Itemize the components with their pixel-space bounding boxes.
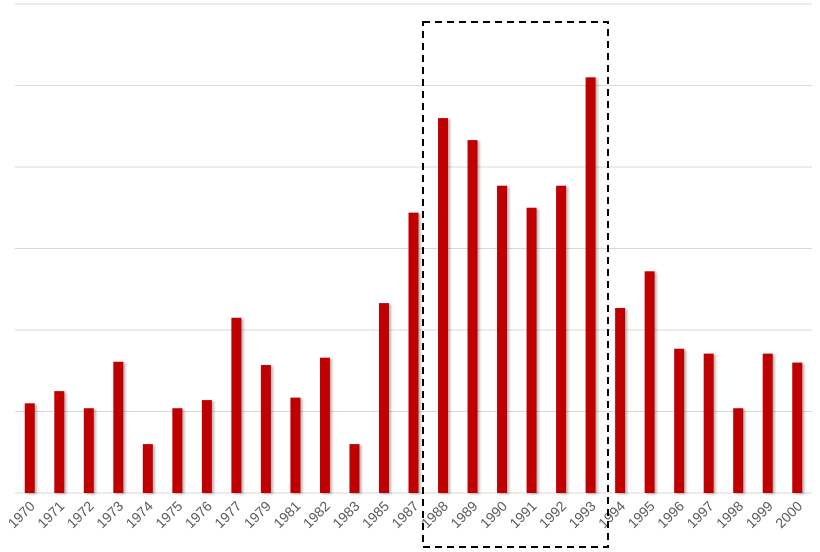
x-tick-label: 1985 [359,498,392,531]
x-tick-label: 1983 [329,498,362,531]
bar [260,365,271,493]
bar [733,408,744,493]
bar [113,361,124,493]
x-tick-label: 1993 [565,498,598,531]
x-tick-label: 1975 [152,498,185,531]
bar [556,185,567,493]
x-labels: 1970197119721973197419751976197719791981… [5,498,806,531]
x-tick-label: 1982 [300,498,333,531]
bar [497,185,508,493]
bar [378,303,389,493]
x-tick-label: 1976 [182,498,215,531]
bar [585,77,596,493]
bar [231,317,242,493]
x-tick-label: 1973 [93,498,126,531]
bar [349,444,360,493]
x-tick-label: 1972 [64,498,97,531]
bar [703,353,714,493]
x-tick-label: 1970 [5,498,38,531]
bar [54,391,65,493]
bar [142,444,153,493]
bar [615,307,626,493]
x-tick-label: 1979 [241,498,274,531]
x-tick-label: 1990 [477,498,510,531]
x-tick-label: 1991 [506,498,539,531]
x-tick-label: 1995 [624,498,657,531]
bars [24,77,803,494]
x-tick-label: 1977 [211,498,244,531]
x-tick-label: 1971 [34,498,67,531]
x-tick-label: 1999 [742,498,775,531]
x-tick-label: 1997 [683,498,716,531]
highlight-box [422,21,609,548]
bar [408,212,419,493]
x-tick-label: 1989 [447,498,480,531]
bar [201,400,212,493]
bar [467,140,478,494]
bar [762,353,773,493]
x-tick-label: 1998 [713,498,746,531]
bar [792,362,803,493]
x-tick-label: 1992 [536,498,569,531]
bar [172,408,183,493]
bar [674,348,685,493]
bar [24,403,35,493]
bar [319,357,330,493]
x-tick-label: 1996 [654,498,687,531]
bar [526,207,537,493]
bar [438,118,449,493]
x-tick-label: 1987 [388,498,421,531]
x-tick-label: 1981 [270,498,303,531]
x-tick-label: 1994 [595,498,628,531]
x-tick-label: 2000 [772,498,805,531]
bar [290,397,301,493]
bar [83,408,94,493]
x-tick-label: 1974 [123,498,156,531]
bar [644,271,655,493]
